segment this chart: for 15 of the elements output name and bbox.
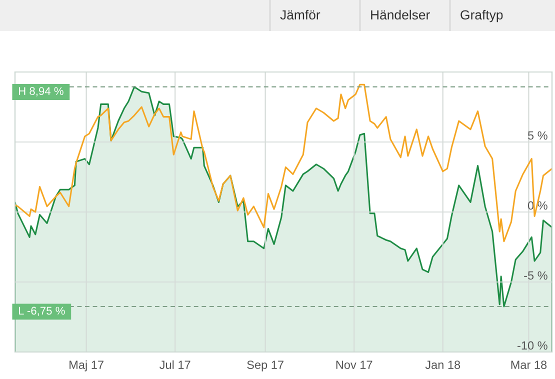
y-tick-label: -10 % [518,341,548,350]
text: Jämför [280,10,320,20]
text: Händelser [371,10,430,20]
y-tick-label: 0 % [528,201,548,210]
ref-line-label: L -6,75 % [19,306,65,316]
x-tick-label: Jul 17 [160,360,190,370]
text: Graftyp [460,10,503,22]
ref-line-label: H 8,94 % [19,87,64,96]
x-tick-label: Maj 17 [70,360,104,372]
x-tick-label: Jan 18 [425,360,460,370]
x-tick-label: Sep 17 [247,360,284,372]
y-tick-label: 5 % [528,131,548,140]
x-tick-label: Mar 18 [511,360,547,370]
x-tick-label: Nov 17 [336,360,372,370]
y-tick-label: -5 % [524,271,548,280]
